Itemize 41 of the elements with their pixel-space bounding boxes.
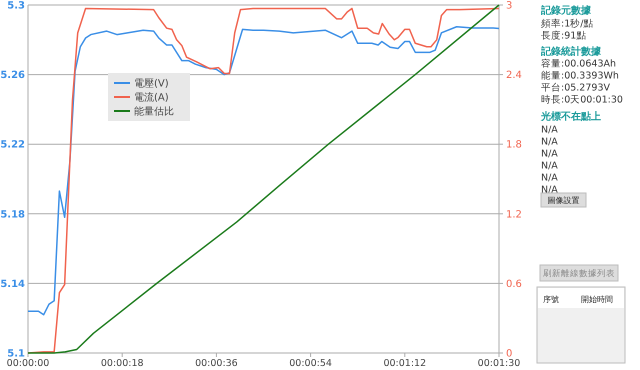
text: 開始時間	[581, 294, 613, 304]
y-tick-label: 5.14	[0, 278, 26, 290]
legend-label: 電壓(V)	[134, 78, 169, 90]
x-tick-label: 00:00:36	[195, 358, 238, 369]
y-tick-label: 5.26	[0, 70, 26, 82]
line-series	[27, 26, 500, 316]
text: N/A	[541, 172, 558, 184]
y2-tick-label: 0.6	[506, 278, 522, 290]
text: 記錄統計數據	[540, 46, 602, 58]
text: 頻率:1秒/點	[541, 17, 594, 30]
text: N/A	[541, 136, 558, 148]
x-tick-label: 00:00:18	[100, 358, 144, 369]
x-tick-label: 00:00:54	[289, 358, 332, 369]
y-tick-label: 5.1	[7, 348, 26, 360]
x-tick-label: 00:00:00	[6, 358, 50, 369]
y2-tick-label: 3	[506, 0, 512, 12]
text: N/A	[541, 124, 558, 136]
y2-tick-label: 0	[506, 348, 512, 360]
y-tick-label: 5.22	[0, 140, 26, 151]
text: 容量:00.0643Ah	[541, 57, 616, 70]
y-tick-label: 5.18	[0, 209, 26, 220]
text: 序號	[543, 294, 559, 304]
legend-label: 能量估比	[134, 106, 174, 118]
x-tick-label: 00:01:12	[383, 358, 426, 369]
text: 長度:91點	[541, 29, 586, 42]
y2-tick-label: 2.4	[506, 70, 522, 82]
text: 記錄元數據	[540, 4, 592, 16]
y2-tick-label: 1.8	[506, 140, 522, 151]
text: N/A	[541, 184, 558, 196]
text: 時長:0天00:01:30	[541, 93, 623, 106]
text: N/A	[541, 160, 558, 172]
text: 能量:00.3393Wh	[541, 69, 619, 82]
text: 光標不在點上	[540, 110, 601, 122]
legend-label: 電流(A)	[134, 92, 169, 104]
x-tick-label: 00:01:30	[478, 358, 520, 369]
text: 刷新離線數據列表	[543, 268, 615, 279]
y-tick-label: 5.3	[7, 0, 26, 12]
y2-tick-label: 1.2	[506, 209, 522, 220]
text: 平台:05.2793V	[541, 81, 610, 94]
text: 圖像設置	[548, 196, 580, 205]
text: N/A	[541, 148, 558, 160]
